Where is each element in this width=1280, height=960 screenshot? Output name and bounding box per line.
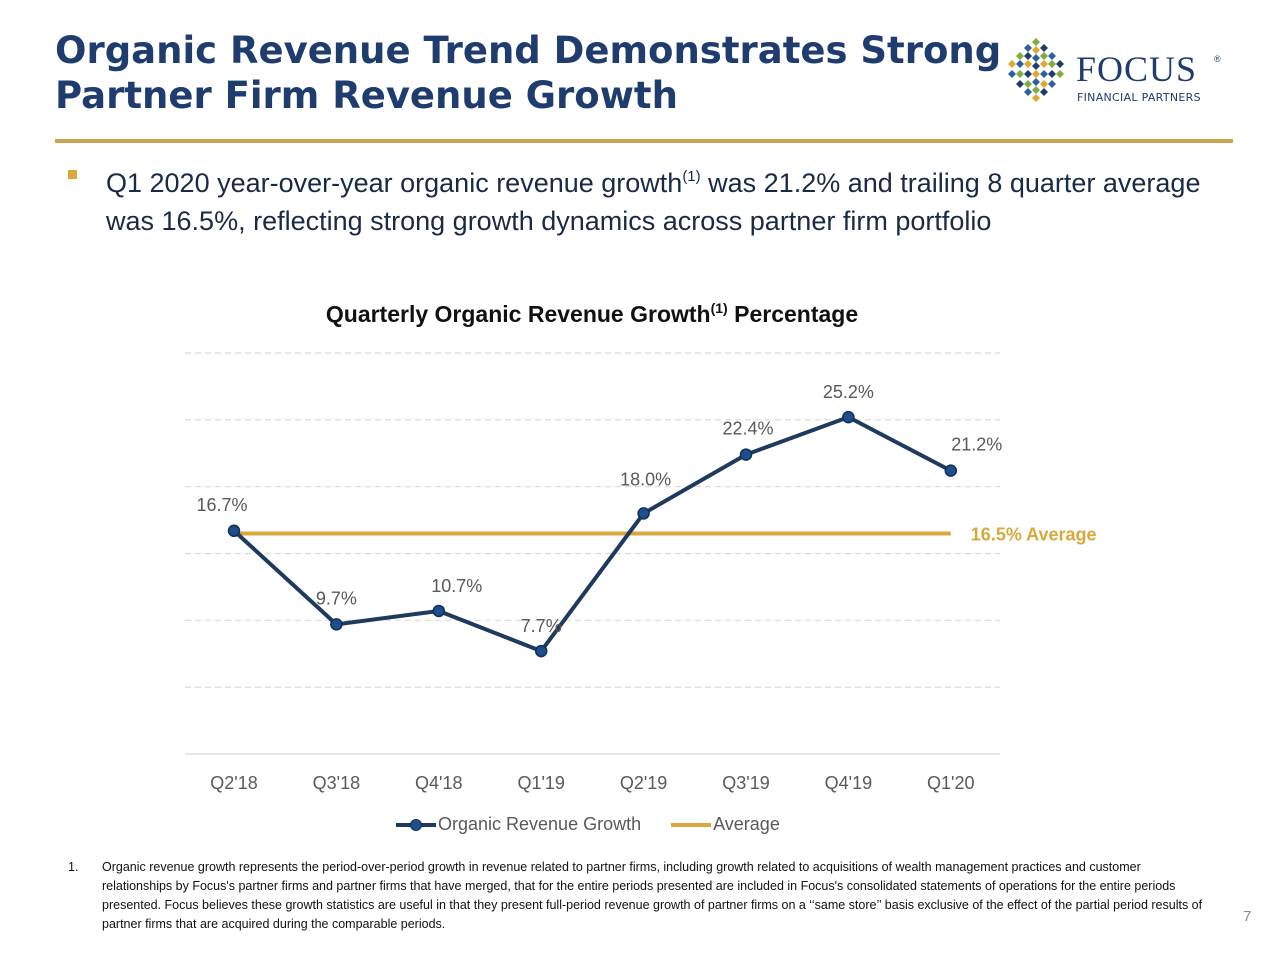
data-point bbox=[534, 644, 548, 658]
bullet-footnote-ref: (1) bbox=[682, 168, 701, 185]
data-label: 7.7% bbox=[521, 616, 562, 636]
data-point bbox=[227, 524, 241, 538]
legend-swatch-organic bbox=[396, 812, 436, 836]
slide-title: Organic Revenue Trend Demonstrates Stron… bbox=[55, 28, 1001, 118]
footnote-number: 1. bbox=[68, 860, 79, 874]
legend-swatch-average bbox=[671, 812, 712, 836]
data-label: 21.2% bbox=[951, 435, 1002, 455]
x-tick-label: Q2'18 bbox=[210, 773, 257, 793]
x-tick-label: Q3'19 bbox=[722, 773, 769, 793]
title-divider bbox=[55, 139, 1233, 143]
data-label: 9.7% bbox=[316, 588, 357, 608]
data-label: 25.2% bbox=[823, 382, 874, 402]
data-point bbox=[842, 410, 855, 424]
slide-title-line2: Partner Firm Revenue Growth bbox=[55, 74, 678, 117]
x-axis-ticks: Q2'18 Q3'18 Q4'18 Q1'19 Q2'19 Q3'19 Q4'19 Q1'20 bbox=[210, 773, 974, 793]
legend-label-organic: Organic Revenue Growth bbox=[438, 813, 642, 834]
data-point bbox=[637, 507, 650, 520]
focus-logo: FOCUS ® FINANCIAL PARTNERS bbox=[1008, 38, 1221, 104]
chart-title-footnote-ref: (1) bbox=[710, 300, 728, 316]
chart-gridlines bbox=[185, 352, 1000, 755]
data-labels: 16.7% 9.7% 10.7% 7.7% 18.0% 22.4% 25.2% 21.2% bbox=[196, 382, 1002, 636]
organic-growth-line bbox=[232, 415, 952, 654]
average-annotation: 16.5% Average bbox=[971, 524, 1097, 544]
organic-growth-series bbox=[227, 410, 958, 658]
logo-subtitle: FINANCIAL PARTNERS bbox=[1077, 91, 1201, 104]
data-label: 16.7% bbox=[196, 495, 247, 515]
logo-registered: ® bbox=[1214, 54, 1221, 64]
data-point bbox=[944, 464, 958, 477]
x-tick-label: Q1'20 bbox=[927, 773, 974, 793]
legend-item-average: Average bbox=[671, 812, 780, 836]
legend-label-average: Average bbox=[713, 813, 780, 834]
footnote-text: Organic revenue growth represents the pe… bbox=[102, 860, 1203, 931]
average-series: 16.5% Average bbox=[234, 524, 1097, 544]
slide-title-line1: Organic Revenue Trend Demonstrates Stron… bbox=[55, 29, 1002, 72]
legend-item-organic: Organic Revenue Growth bbox=[396, 812, 641, 836]
logo-wordmark: FOCUS bbox=[1076, 49, 1197, 89]
chart-title-suffix: Percentage bbox=[727, 301, 859, 327]
x-tick-label: Q4'19 bbox=[825, 773, 872, 793]
bullet-text: Q1 2020 year-over-year organic revenue g… bbox=[106, 164, 1216, 240]
x-tick-label: Q3'18 bbox=[313, 773, 360, 793]
data-point bbox=[739, 448, 753, 461]
bullet-marker bbox=[68, 170, 77, 179]
x-tick-label: Q4'18 bbox=[415, 773, 462, 793]
x-tick-label: Q1'19 bbox=[517, 773, 564, 793]
x-tick-label: Q2'19 bbox=[620, 773, 667, 793]
chart-title-main: Quarterly Organic Revenue Growth bbox=[325, 301, 711, 327]
chart-legend: Organic Revenue Growth Average bbox=[396, 812, 810, 836]
data-label: 22.4% bbox=[722, 419, 773, 439]
data-label: 18.0% bbox=[620, 469, 671, 489]
logo-mark-icon bbox=[1008, 38, 1064, 102]
bullet-text-part1: Q1 2020 year-over-year organic revenue g… bbox=[106, 168, 683, 198]
page-number: 7 bbox=[1243, 908, 1252, 925]
data-point bbox=[432, 604, 446, 618]
bullet-text-part2: was 21.2% and trailing 8 quarter average… bbox=[106, 168, 1201, 236]
chart-title: Quarterly Organic Revenue Growth(1) Perc… bbox=[0, 301, 1184, 328]
data-label: 10.7% bbox=[431, 576, 482, 596]
data-point bbox=[330, 618, 343, 631]
